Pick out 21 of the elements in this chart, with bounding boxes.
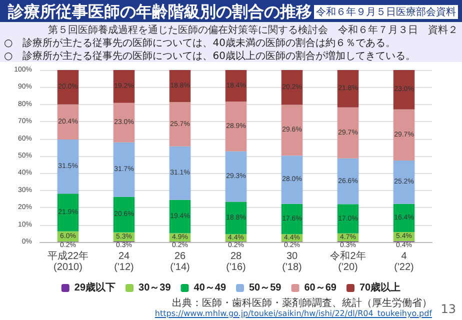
x-tick-label: 30 ('18) xyxy=(282,251,302,273)
legend-label: 70歳以上 xyxy=(359,282,401,294)
x-tick-label: 28 ('16) xyxy=(226,251,246,273)
x-tick-label: 26 ('14) xyxy=(170,251,190,273)
x-tick-label: 4 ('22) xyxy=(394,251,414,273)
legend-label: 60～69 xyxy=(304,282,337,294)
x-tick-label: 平成22年 (2010) xyxy=(47,250,89,273)
x-tick-label: 令和2年 ('20) xyxy=(330,250,366,273)
legend-label: 29歳以下 xyxy=(74,282,116,294)
text: 令和６年９月５日医療部会資料 xyxy=(314,5,458,19)
chart-title: 診療所従事医師の年齢階級別の割合の推移 xyxy=(8,2,312,23)
legend-label: 30～39 xyxy=(138,282,172,294)
legend-label: 40～49 xyxy=(194,282,226,294)
x-tick-label: 24 ('12) xyxy=(114,251,134,273)
text: ○ 診療所が主たる従事先の医師については、40歳未満の医師の割合は約６％である。 xyxy=(4,36,396,50)
text: ○ 診療所が主たる従事先の医師については、60歳以上の医師の割合が増加してきている。 xyxy=(4,50,416,63)
source-note: 出典：医師・歯科医師・薬剤師調査、統計（厚生労働省） xyxy=(172,296,432,310)
text: 13 xyxy=(440,302,456,316)
legend-label: 50～59 xyxy=(249,282,282,294)
text: 第５回医師養成過程を通じた医師の偏在対策等に関する検討会 令和６年７月３日 資料２ xyxy=(48,24,458,37)
text: https://www.mhlw.go.jp/toukei/saikin/hw/ishi/22/dl/R04_toukeihyo.pdf xyxy=(154,309,432,318)
